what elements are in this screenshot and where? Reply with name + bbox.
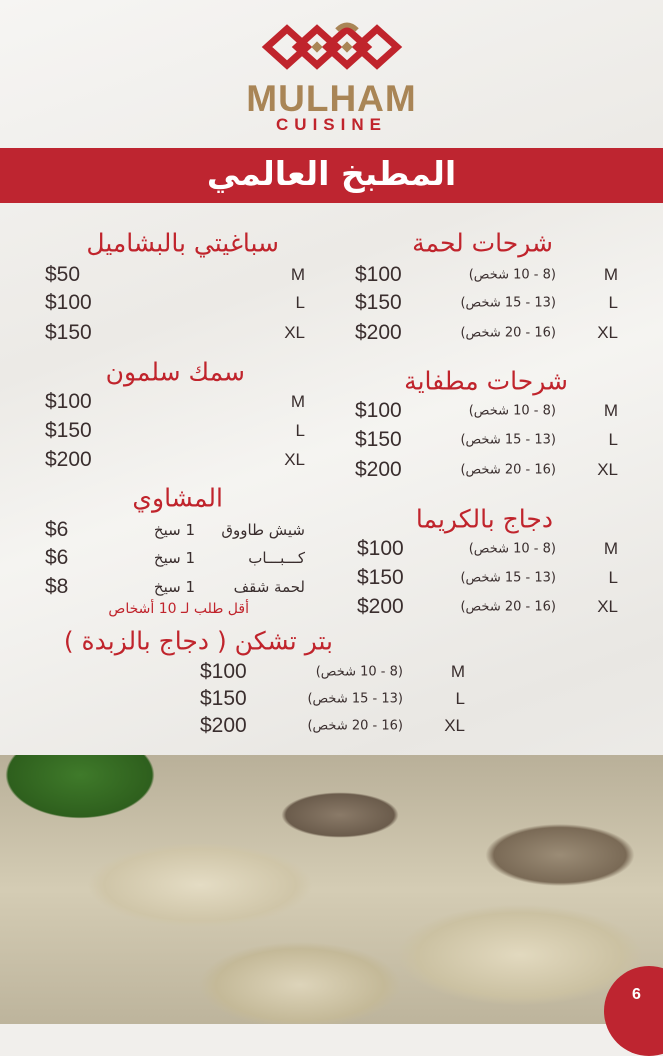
size-label: M [290,392,305,411]
section-title: بتر تشكن ( دجاج بالزبدة ) [63,626,333,656]
grill-item-qty: 1 سيخ [153,521,195,539]
price: $6 [45,546,69,569]
persons-label: (13 - 15 شخص) [460,432,556,448]
persons-label: (16 - 20 شخص) [460,462,556,478]
section-title: المشاوي [132,483,223,513]
persons-label: (16 - 20 شخص) [460,599,556,615]
persons-label: (8 - 10 شخص) [315,664,403,680]
grill-item-name: لحمة شقف [233,578,305,596]
grill-item-name: شيش طاووق [221,521,305,539]
price: $150 [355,291,402,314]
price: $150 [357,566,404,589]
size-label: XL [597,323,618,342]
price: $150 [45,321,92,344]
size-label: M [603,401,618,420]
persons-label: (8 - 10 شخص) [468,267,556,283]
persons-label: (16 - 20 شخص) [307,718,403,734]
size-label: XL [597,460,618,479]
price: $50 [45,263,81,286]
price: $150 [200,687,247,710]
size-label: L [295,421,305,440]
persons-label: (13 - 15 شخص) [460,295,556,311]
persons-label: (8 - 10 شخص) [468,541,556,557]
price: $200 [200,714,247,737]
price: $100 [45,390,92,413]
price: $200 [355,458,402,481]
section-title: سباغيتي بالبشاميل [86,228,279,258]
price: $200 [45,448,92,471]
minimum-order-note: أقل طلب لـ 10 أشخاص [108,601,249,617]
brand-name: MULHAM [246,78,417,119]
size-label: L [608,568,618,587]
section-title: شرحات مطفاية [404,366,568,396]
food-photo [0,755,663,1024]
price: $100 [45,291,92,314]
price: $150 [45,419,92,442]
persons-label: (13 - 15 شخص) [307,691,403,707]
grill-item-name: كـــبـــاب [248,549,305,567]
size-label: XL [444,716,465,735]
price: $8 [45,575,69,598]
size-label: L [295,293,305,312]
size-label: L [608,430,618,449]
size-label: M [290,265,305,284]
price: $100 [200,660,247,683]
section-title: شرحات لحمة [412,228,553,258]
size-label: M [603,265,618,284]
size-label: XL [284,450,305,469]
price: $200 [355,321,402,344]
section-title: دجاج بالكريما [415,504,553,534]
price: $100 [355,263,402,286]
price: $200 [357,595,404,618]
grill-item-qty: 1 سيخ [153,578,195,596]
size-label: L [455,689,465,708]
page-number: 6 [632,986,641,1003]
price: $100 [355,399,402,422]
grill-item-qty: 1 سيخ [153,549,195,567]
size-label: XL [597,597,618,616]
size-label: M [450,662,465,681]
page-title-banner: المطبخ العالمي [0,148,663,203]
size-label: M [603,539,618,558]
persons-label: (13 - 15 شخص) [460,570,556,586]
price: $100 [357,537,404,560]
brand-subtitle: CUISINE [276,115,387,134]
persons-label: (16 - 20 شخص) [460,325,556,341]
price: $150 [355,428,402,451]
size-label: XL [284,323,305,342]
section-title: سمك سلمون [105,357,245,387]
size-label: L [608,293,618,312]
mulham-logo-icon [0,22,663,76]
price: $6 [45,518,69,541]
persons-label: (8 - 10 شخص) [468,403,556,419]
